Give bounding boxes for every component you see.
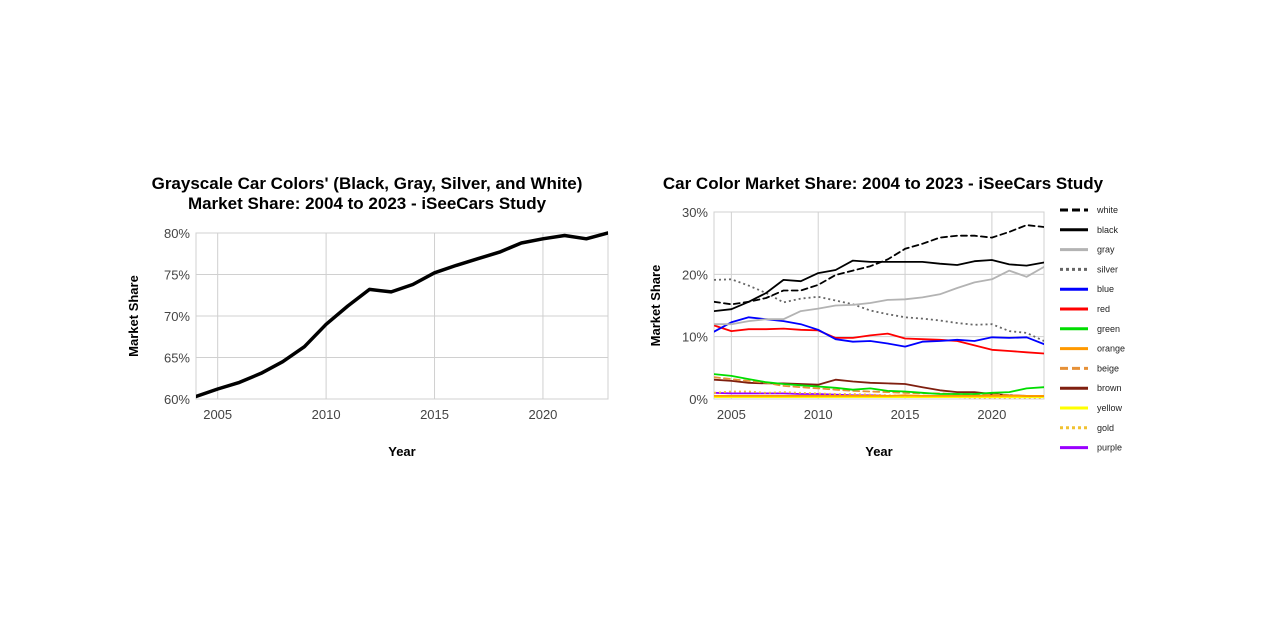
right-y-tick-label: 30%	[682, 205, 708, 220]
right-legend-label: blue	[1097, 284, 1114, 294]
right-series-line-red	[714, 324, 1044, 355]
grayscale-chart-svg: Grayscale Car Colors' (Black, Gray, Silv…	[126, 174, 609, 459]
left-y-tick-label: 65%	[164, 351, 190, 366]
right-legend-label: green	[1097, 324, 1120, 334]
right-x-axis-title: Year	[865, 444, 892, 459]
right-legend-label: purple	[1097, 443, 1122, 453]
left-series-line-grayscale	[196, 231, 608, 399]
right-series-line-green	[714, 373, 1044, 395]
right-series-line-gray	[714, 266, 1044, 326]
right-series-line-white	[714, 224, 1044, 306]
right-legend-label: black	[1097, 225, 1119, 235]
grayscale-market-share-chart: Grayscale Car Colors' (Black, Gray, Silv…	[110, 160, 630, 470]
left-y-tick-label: 75%	[164, 268, 190, 283]
right-legend-label: red	[1097, 304, 1110, 314]
right-legend-label: orange	[1097, 344, 1125, 354]
right-chart-title: Car Color Market Share: 2004 to 2023 - i…	[663, 174, 1104, 193]
left-chart-title: Grayscale Car Colors' (Black, Gray, Silv…	[152, 174, 583, 193]
left-y-tick-label: 70%	[164, 309, 190, 324]
right-legend-label: yellow	[1097, 403, 1123, 413]
right-y-tick-label: 0%	[689, 392, 708, 407]
right-x-tick-label: 2020	[977, 407, 1006, 422]
right-series-line-silver	[714, 278, 1044, 342]
right-legend-label: silver	[1097, 264, 1118, 274]
right-x-tick-label: 2005	[717, 407, 746, 422]
left-x-axis-title: Year	[388, 444, 415, 459]
right-legend-label: brown	[1097, 383, 1122, 393]
right-legend-label: white	[1096, 205, 1118, 215]
right-legend-label: gray	[1097, 245, 1115, 255]
right-y-tick-label: 20%	[682, 267, 708, 282]
right-legend-label: beige	[1097, 363, 1119, 373]
right-legend-label: gold	[1097, 423, 1114, 433]
left-chart-title: Market Share: 2004 to 2023 - iSeeCars St…	[188, 194, 547, 213]
right-series-line-orange	[714, 394, 1044, 397]
right-plot-frame	[713, 211, 1045, 400]
left-y-tick-label: 60%	[164, 392, 190, 407]
right-y-axis-title: Market Share	[648, 265, 663, 347]
left-y-tick-label: 80%	[164, 226, 190, 241]
right-series-group	[714, 224, 1044, 399]
car-color-market-share-chart: Car Color Market Share: 2004 to 2023 - i…	[630, 160, 1150, 470]
left-x-tick-label: 2015	[420, 407, 449, 422]
left-series-group	[196, 231, 608, 399]
left-x-tick-label: 2020	[528, 407, 557, 422]
right-series-line-blue	[714, 316, 1044, 348]
left-y-axis-title: Market Share	[126, 275, 141, 357]
left-plot-frame	[195, 232, 609, 400]
right-series-line-black	[714, 259, 1044, 313]
right-y-tick-label: 10%	[682, 330, 708, 345]
left-x-tick-label: 2005	[203, 407, 232, 422]
left-x-tick-label: 2010	[312, 407, 341, 422]
right-x-tick-label: 2010	[804, 407, 833, 422]
right-x-tick-label: 2015	[891, 407, 920, 422]
car-color-chart-svg: Car Color Market Share: 2004 to 2023 - i…	[648, 174, 1125, 459]
